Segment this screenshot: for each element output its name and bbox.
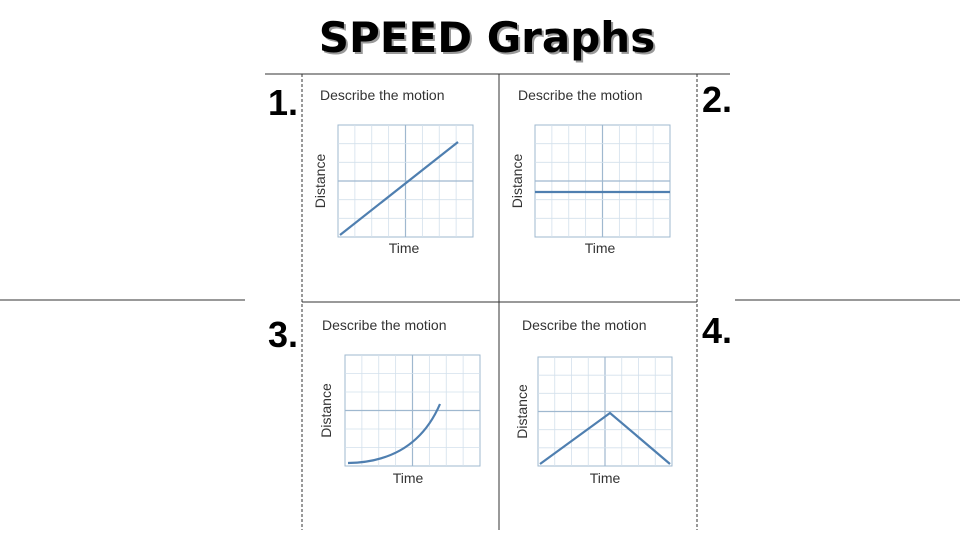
prompt: Describe the motion <box>518 87 643 103</box>
panel-number: 4. <box>702 310 732 351</box>
prompt: Describe the motion <box>522 317 647 333</box>
panel-number: 3. <box>268 314 298 355</box>
graph-line <box>347 403 442 465</box>
prompt: Describe the motion <box>320 87 445 103</box>
y-axis-label: Distance <box>509 154 525 209</box>
title-shadow: SPEED Graphs <box>321 15 657 64</box>
prompt: Describe the motion <box>322 317 447 333</box>
graph-line <box>539 411 671 465</box>
x-axis-label: Time <box>590 470 621 486</box>
x-axis-label: Time <box>393 470 424 486</box>
x-axis-label: Time <box>389 240 420 256</box>
panel-number: 1. <box>268 82 298 123</box>
y-axis-label: Distance <box>318 383 334 438</box>
title: SPEED Graphs <box>319 13 655 62</box>
y-axis-label: Distance <box>514 384 530 439</box>
y-axis-label: Distance <box>312 154 328 209</box>
panel-number: 2. <box>702 79 732 120</box>
graph-line <box>339 141 459 236</box>
x-axis-label: Time <box>585 240 616 256</box>
